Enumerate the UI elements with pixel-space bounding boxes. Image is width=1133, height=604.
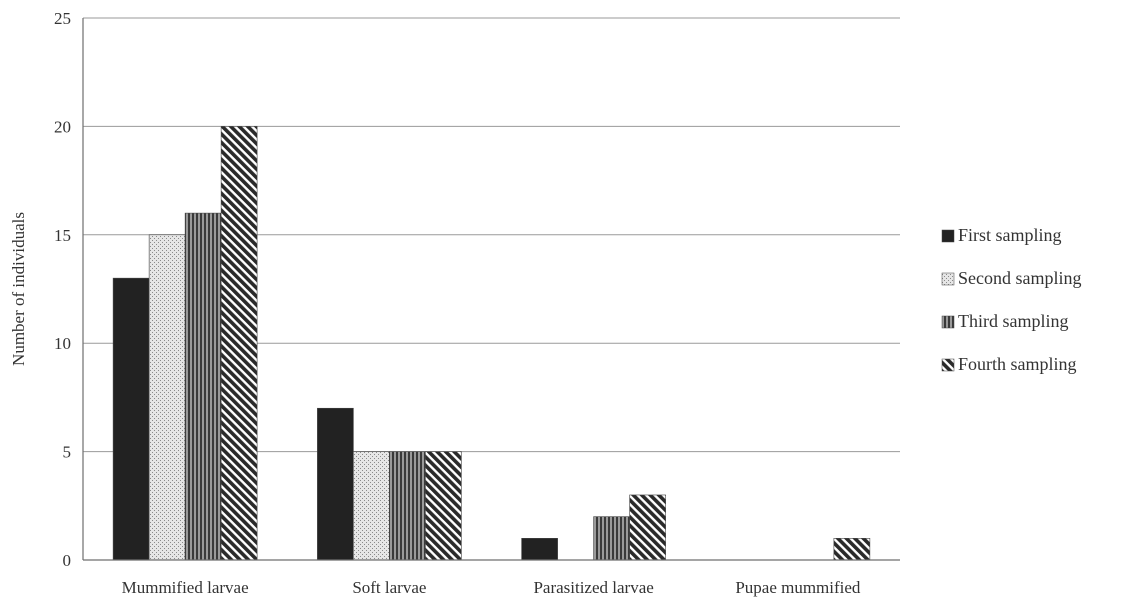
legend-label: Third sampling [958, 311, 1069, 331]
y-axis-title: Number of individuals [9, 212, 28, 366]
y-tick-label: 20 [54, 117, 71, 136]
y-axis-ticks: 0 5 10 15 20 25 [54, 9, 71, 570]
x-category-label: Mummified larvae [122, 578, 249, 597]
bar-fourth-sampling-parasitized-larvae [629, 494, 666, 561]
bars [112, 126, 871, 561]
x-category-label: Pupae mummified [735, 578, 861, 597]
bar-second-sampling-mummified-larvae [148, 234, 186, 561]
y-tick-label: 15 [54, 226, 71, 245]
legend-swatch [941, 272, 955, 286]
bar-first-sampling-parasitized-larvae [521, 538, 558, 561]
legend-swatch [941, 358, 955, 372]
legend-label: Fourth sampling [958, 354, 1077, 374]
y-tick-label: 0 [63, 551, 72, 570]
y-tick-label: 25 [54, 9, 71, 28]
legend-label: Second sampling [958, 268, 1082, 288]
bar-fourth-sampling-mummified-larvae [220, 126, 258, 561]
legend-swatch [941, 229, 955, 243]
y-tick-label: 5 [63, 443, 72, 462]
bar-third-sampling-soft-larvae [389, 451, 426, 561]
legend-swatch [941, 315, 955, 329]
bar-first-sampling-soft-larvae [317, 407, 354, 561]
y-tick-label: 10 [54, 334, 71, 353]
bar-fourth-sampling-soft-larvae [425, 451, 462, 561]
legend-label: First sampling [958, 225, 1062, 245]
bar-fourth-sampling-pupae-mummified [833, 538, 871, 561]
x-category-label: Soft larvae [352, 578, 426, 597]
bar-third-sampling-parasitized-larvae [593, 516, 630, 561]
bar-third-sampling-mummified-larvae [184, 212, 222, 561]
x-category-label: Parasitized larvae [533, 578, 653, 597]
legend: First sampling Second sampling Third sampl… [941, 225, 1082, 374]
bar-second-sampling-soft-larvae [353, 451, 390, 561]
bar-first-sampling-mummified-larvae [112, 277, 150, 561]
x-axis-labels: Mummified larvae Soft larvae Parasitized l… [122, 578, 861, 597]
